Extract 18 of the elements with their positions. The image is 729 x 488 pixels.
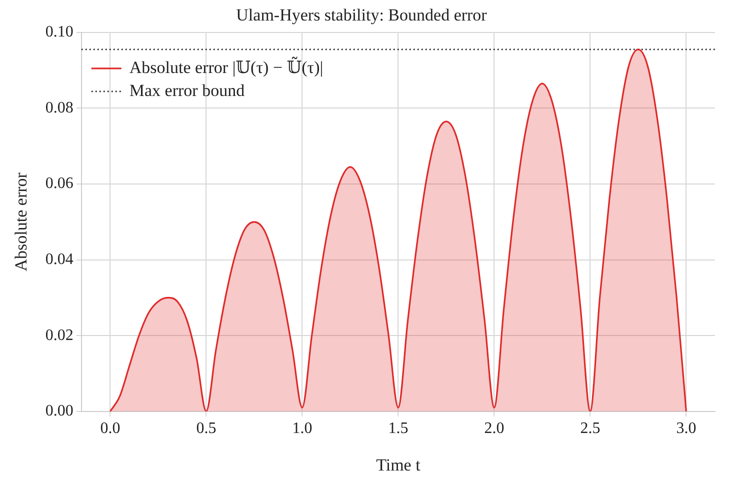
legend-label: Absolute error |𝕌(τ) − 𝕌̃(τ)| xyxy=(129,56,324,77)
x-tick-label: 1.5 xyxy=(388,420,408,438)
y-axis-title: Absolute error xyxy=(12,172,31,272)
x-tick-label: 0.5 xyxy=(196,420,216,438)
x-tick-label: 2.5 xyxy=(580,420,600,438)
legend-label: Max error bound xyxy=(129,80,246,100)
chart-title: Ulam-Hyers stability: Bounded error xyxy=(236,6,488,25)
x-tick-label: 3.0 xyxy=(676,420,696,438)
y-tick-label: 0.08 xyxy=(45,99,74,116)
y-tick-label: 0.10 xyxy=(45,24,74,41)
y-tick-label: 0.06 xyxy=(45,175,74,192)
x-axis-title: Time t xyxy=(376,455,421,474)
x-tick-label: 1.0 xyxy=(292,420,312,438)
y-tick-label: 0.02 xyxy=(45,326,74,344)
x-tick-label: 0.0 xyxy=(100,420,120,438)
y-tick-label: 0.00 xyxy=(45,402,74,420)
x-tick-label: 2.0 xyxy=(484,420,504,438)
y-tick-label: 0.04 xyxy=(45,251,74,268)
